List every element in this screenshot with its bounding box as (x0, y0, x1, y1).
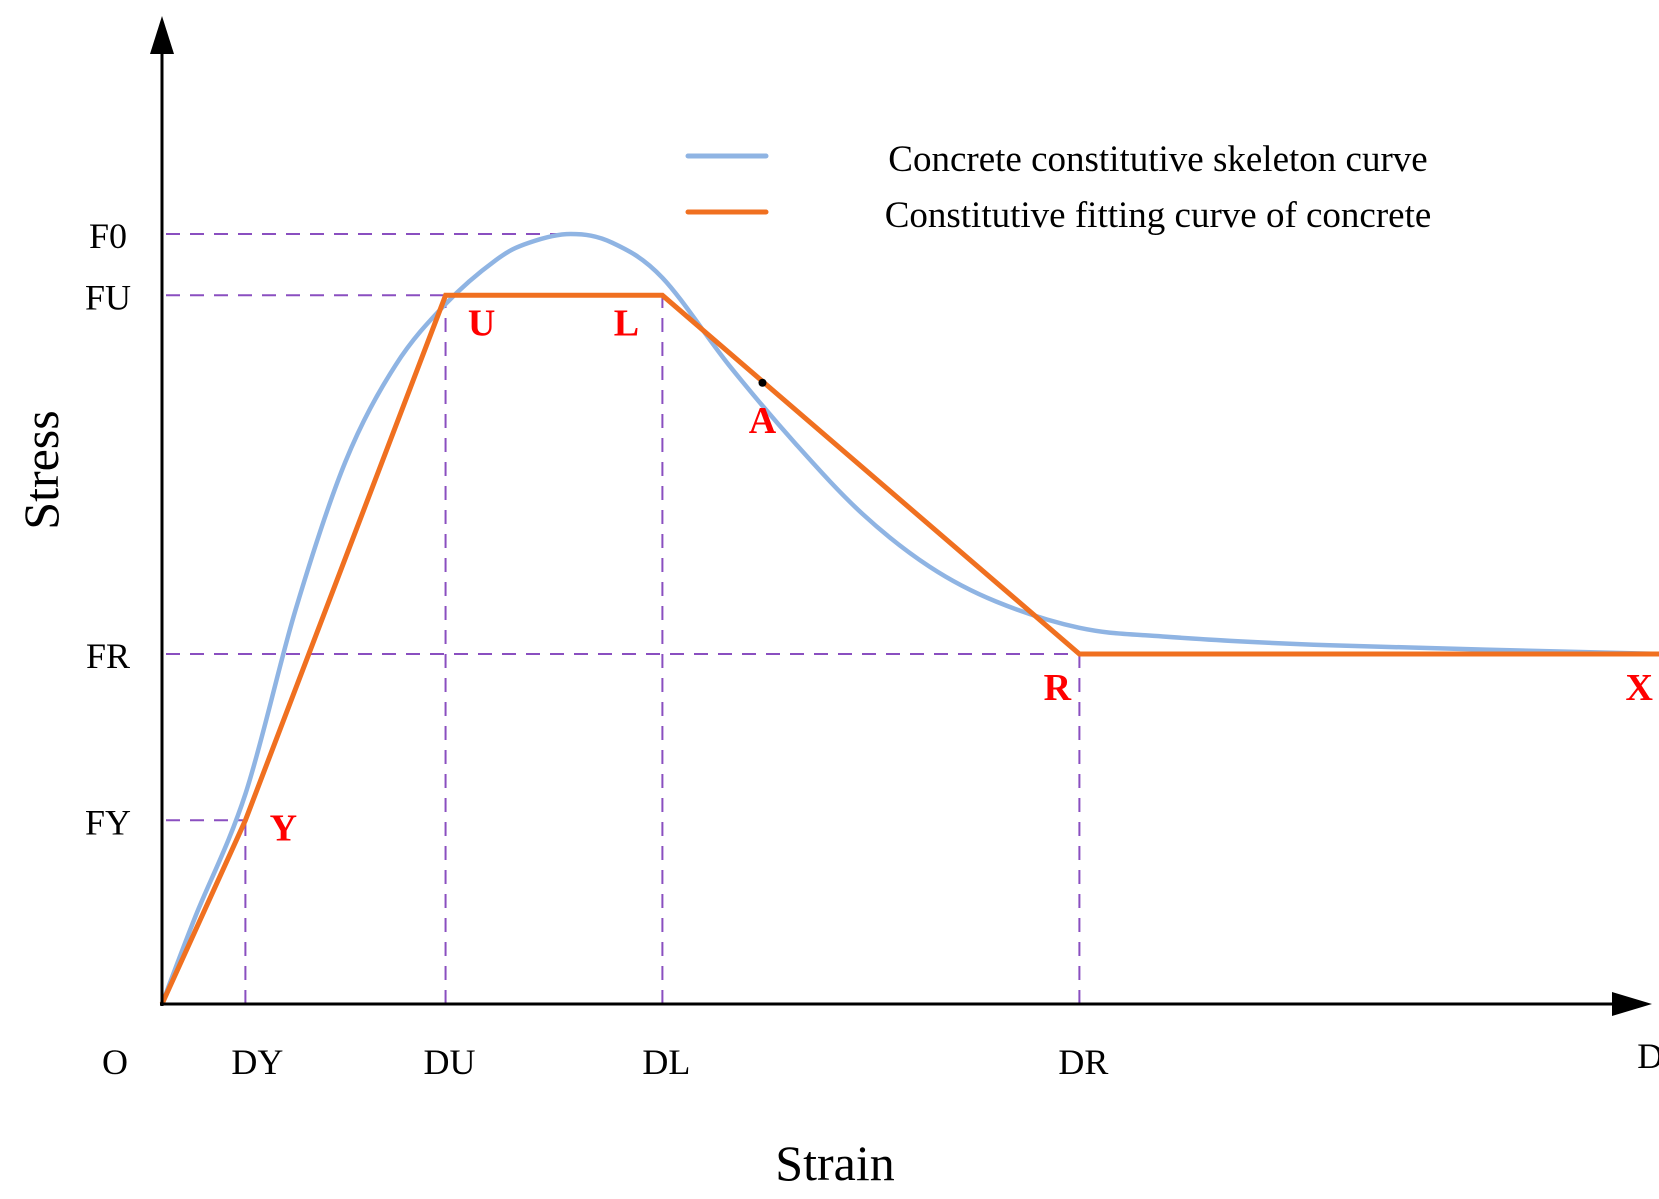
legend-label-fitting: Constitutive fitting curve of concrete (885, 195, 1432, 236)
point-label-u: U (468, 302, 495, 344)
x-axis-arrow (1612, 992, 1652, 1016)
x-tick-label-du: DU (424, 1042, 476, 1082)
point-label-a: A (749, 400, 777, 442)
point-label-r: R (1044, 667, 1072, 709)
guide-lines (166, 233, 1659, 1004)
y-axis-arrow (150, 16, 174, 54)
legend: Concrete constitutive skeleton curve Con… (685, 139, 1432, 236)
x-tick-label-dx: DX (1637, 1036, 1659, 1076)
legend-label-skeleton: Concrete constitutive skeleton curve (888, 139, 1427, 180)
x-tick-label-dy: DY (231, 1042, 283, 1082)
axes (150, 16, 1652, 1016)
y-tick-label-f0: F0 (89, 216, 127, 256)
origin-label: O (102, 1042, 128, 1082)
y-axis-label: Stress (13, 410, 69, 529)
labels: O Strain Stress (13, 410, 895, 1191)
point-a-marker (758, 378, 767, 387)
point-label-x: X (1625, 667, 1652, 709)
x-tick-label-dr: DR (1058, 1042, 1108, 1082)
point-label-y: Y (270, 807, 297, 849)
point-labels: Y U L A R X (270, 302, 1653, 849)
y-tick-label-fy: FY (85, 802, 131, 842)
tick-labels: DY DU DL DR DX FY FR FU F0 (85, 216, 1659, 1082)
y-tick-label-fr: FR (86, 636, 130, 676)
x-tick-label-dl: DL (642, 1042, 690, 1082)
fitting-curve (159, 292, 1659, 1006)
skeleton-curve (159, 231, 1659, 1005)
x-axis-label: Strain (775, 1135, 894, 1191)
y-tick-label-fu: FU (85, 277, 131, 317)
point-label-l: L (614, 302, 639, 344)
curves (159, 231, 1659, 1006)
